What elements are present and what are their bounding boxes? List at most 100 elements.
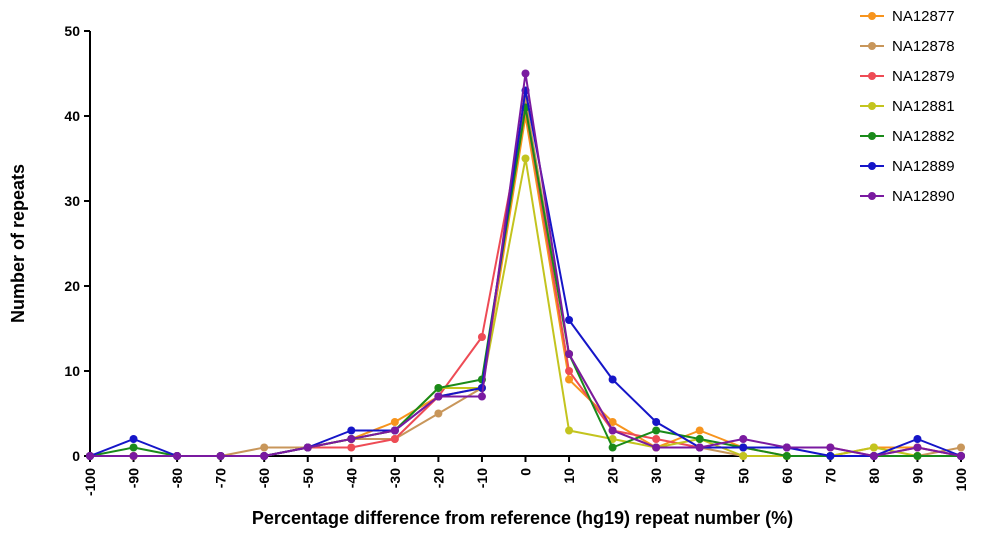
- legend-item-na12889: NA12889: [860, 158, 955, 175]
- data-point-na12881: [869, 443, 878, 452]
- legend-item-na12890: NA12890: [860, 188, 955, 205]
- x-tick-label: -90: [126, 468, 142, 488]
- y-tick-label: 50: [64, 23, 80, 39]
- data-point-na12890: [260, 452, 269, 460]
- data-point-na12877: [695, 426, 704, 435]
- data-point-na12890: [869, 452, 878, 460]
- x-tick-label: 70: [822, 468, 838, 484]
- x-tick-label: 60: [779, 468, 795, 484]
- legend-marker: [868, 192, 876, 200]
- data-point-na12878: [957, 443, 965, 452]
- data-point-na12890: [434, 392, 443, 401]
- data-point-na12890: [477, 392, 486, 401]
- series-line-na12889: [89, 89, 962, 457]
- series-line-na12878: [90, 98, 962, 457]
- data-point-na12881: [565, 426, 574, 435]
- legend-marker: [868, 42, 876, 50]
- data-point-na12878: [260, 443, 269, 452]
- series-group: [86, 69, 965, 460]
- legend-marker: [868, 72, 876, 80]
- series-line-na12877: [90, 115, 962, 457]
- data-point-na12882: [129, 443, 138, 452]
- x-tick-label: -80: [169, 468, 185, 488]
- data-point-na12890: [695, 443, 704, 452]
- x-axis-title: Percentage difference from reference (hg…: [252, 508, 793, 528]
- series-line-na12881: [90, 157, 961, 457]
- y-axis-title: Number of repeats: [8, 164, 28, 323]
- data-point-na12889: [129, 435, 138, 443]
- legend-label: NA12890: [892, 188, 955, 205]
- data-point-na12890: [608, 426, 617, 435]
- data-point-na12890: [129, 452, 138, 460]
- data-point-na12890: [913, 443, 922, 452]
- legend-item-na12881: NA12881: [860, 98, 955, 115]
- legend-marker: [868, 162, 876, 170]
- x-tick-label: 30: [648, 468, 664, 484]
- x-tick-label: -50: [300, 468, 316, 488]
- legend-marker: [868, 132, 876, 140]
- data-point-na12882: [782, 452, 791, 460]
- series-line-na12890: [90, 72, 962, 457]
- data-point-na12890: [303, 443, 312, 452]
- y-tick-label: 30: [64, 193, 80, 209]
- data-point-na12890: [782, 443, 791, 452]
- data-point-na12882: [913, 452, 922, 460]
- data-point-na12879: [477, 333, 486, 341]
- y-tick-label: 10: [64, 363, 80, 379]
- legend-marker: [868, 12, 876, 20]
- series-na12889: [86, 86, 965, 460]
- x-tick-label: 50: [735, 468, 751, 484]
- data-point-na12890: [957, 452, 965, 460]
- x-axis-ticks: -100 -90 -80 -70 -60 -50 -40 -30 -20 -10 0 10 20 30 40…: [82, 456, 969, 496]
- legend-item-na12878: NA12878: [860, 38, 955, 55]
- x-tick-label: -20: [430, 468, 446, 488]
- data-point-na12890: [826, 443, 835, 452]
- legend-item-na12877: NA12877: [860, 8, 955, 25]
- data-point-na12879: [652, 435, 661, 443]
- data-point-na12890: [521, 69, 530, 78]
- data-point-na12890: [565, 350, 574, 358]
- data-point-na12889: [565, 316, 574, 324]
- data-point-na12890: [652, 443, 661, 452]
- data-point-na12878: [434, 409, 443, 418]
- legend-label: NA12889: [892, 158, 955, 175]
- x-tick-label: 10: [561, 468, 577, 484]
- data-point-na12889: [739, 443, 748, 452]
- legend-item-na12882: NA12882: [860, 128, 955, 145]
- data-point-na12882: [434, 384, 443, 392]
- y-tick-label: 0: [72, 448, 80, 464]
- y-tick-label: 20: [64, 278, 80, 294]
- data-point-na12889: [347, 426, 356, 435]
- x-tick-label: 80: [866, 468, 882, 484]
- data-point-na12889: [826, 452, 835, 460]
- series-na12878: [86, 95, 965, 460]
- x-tick-label: -70: [213, 468, 229, 488]
- data-point-na12890: [739, 435, 748, 443]
- data-point-na12879: [347, 443, 356, 452]
- x-tick-label: 20: [605, 468, 621, 484]
- x-tick-label: 100: [953, 468, 969, 492]
- data-point-na12890: [86, 452, 94, 460]
- legend-item-na12879: NA12879: [860, 68, 955, 85]
- y-axis-ticks: 0 10 20 30 40 50: [64, 23, 90, 464]
- data-point-na12882: [608, 443, 617, 452]
- legend-label: NA12878: [892, 38, 955, 55]
- x-tick-label: -10: [474, 468, 490, 488]
- data-point-na12877: [390, 418, 399, 426]
- x-tick-label: -100: [82, 468, 98, 496]
- legend-label: NA12882: [892, 128, 955, 145]
- data-point-na12882: [695, 435, 704, 443]
- data-point-na12881: [521, 154, 530, 163]
- data-point-na12890: [173, 452, 182, 460]
- x-tick-label: 90: [909, 468, 925, 484]
- legend-marker: [868, 102, 876, 110]
- x-tick-label: -30: [387, 468, 403, 488]
- data-point-na12882: [652, 426, 661, 435]
- y-tick-label: 40: [64, 108, 80, 124]
- data-point-na12877: [565, 375, 574, 384]
- data-point-na12889: [652, 418, 661, 426]
- legend-label: NA12879: [892, 68, 955, 85]
- x-tick-label: 0: [518, 468, 534, 476]
